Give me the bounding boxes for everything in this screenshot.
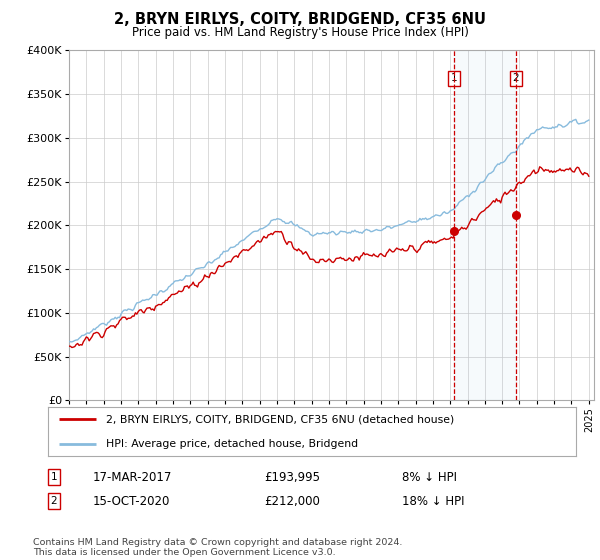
Text: 2, BRYN EIRLYS, COITY, BRIDGEND, CF35 6NU: 2, BRYN EIRLYS, COITY, BRIDGEND, CF35 6N… <box>114 12 486 27</box>
Text: 2: 2 <box>50 496 58 506</box>
Text: Contains HM Land Registry data © Crown copyright and database right 2024.
This d: Contains HM Land Registry data © Crown c… <box>33 538 403 557</box>
Text: 17-MAR-2017: 17-MAR-2017 <box>93 470 172 484</box>
Text: 15-OCT-2020: 15-OCT-2020 <box>93 494 170 508</box>
Text: 2: 2 <box>512 73 519 83</box>
Text: 8% ↓ HPI: 8% ↓ HPI <box>402 470 457 484</box>
Text: Price paid vs. HM Land Registry's House Price Index (HPI): Price paid vs. HM Land Registry's House … <box>131 26 469 39</box>
Text: 18% ↓ HPI: 18% ↓ HPI <box>402 494 464 508</box>
Bar <box>454 50 516 400</box>
Text: 1: 1 <box>451 73 457 83</box>
Text: £193,995: £193,995 <box>264 470 320 484</box>
Text: 1: 1 <box>50 472 58 482</box>
Text: 2, BRYN EIRLYS, COITY, BRIDGEND, CF35 6NU (detached house): 2, BRYN EIRLYS, COITY, BRIDGEND, CF35 6N… <box>106 414 454 424</box>
Text: £212,000: £212,000 <box>264 494 320 508</box>
Text: HPI: Average price, detached house, Bridgend: HPI: Average price, detached house, Brid… <box>106 439 358 449</box>
